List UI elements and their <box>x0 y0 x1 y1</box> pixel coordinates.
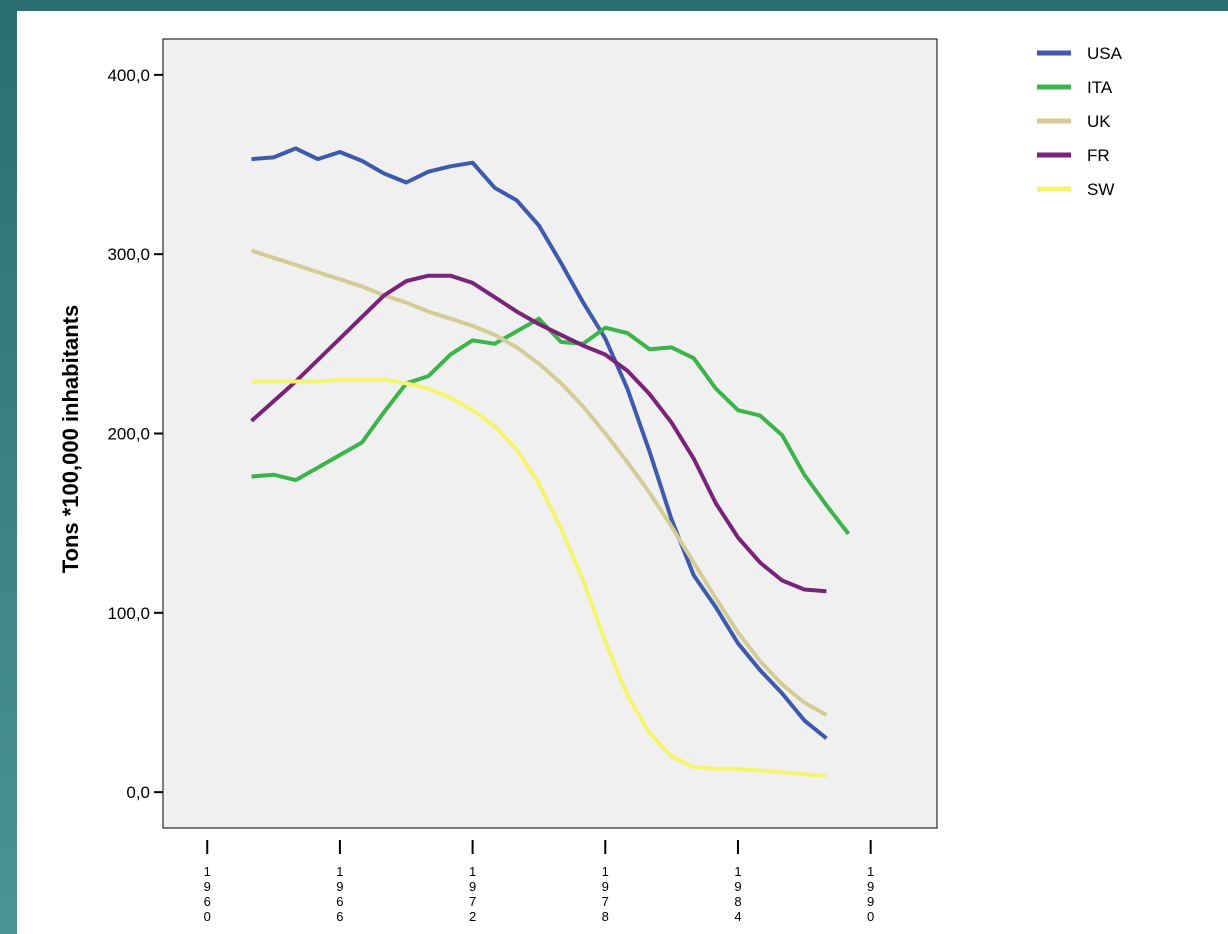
series-line-fr <box>250 273 827 594</box>
y-axis-label: Tons *100,000 inhabitants <box>58 305 83 574</box>
legend-label: ITA <box>1087 78 1113 97</box>
y-tick-label: 400,0 <box>107 66 150 85</box>
y-tick-label: 0,0 <box>126 783 150 802</box>
legend-item-ita: ITA <box>1037 78 1113 97</box>
x-axis: 1 9 6 0 1 9 6 6 1 9 7 2 1 9 7 8 1 9 8 4 1 9 9 0 <box>204 840 874 924</box>
y-tick-label: 200,0 <box>107 425 150 444</box>
legend-label: SW <box>1087 180 1114 199</box>
series-line-sw <box>251 377 827 778</box>
y-tick-label: 100,0 <box>107 604 150 623</box>
series-lines <box>250 146 851 778</box>
series-line-usa <box>251 146 828 740</box>
legend-item-usa: USA <box>1037 44 1123 63</box>
y-tick-label: 300,0 <box>107 245 150 264</box>
legend-label: USA <box>1087 44 1123 63</box>
legend-item-fr: FR <box>1037 146 1110 165</box>
plot-area <box>162 38 938 829</box>
line-chart: 0,0 100,0 200,0 300,0 400,0 1 9 6 0 1 9 6 6 1 9 7 2 1 9 7 8… <box>58 38 1123 924</box>
legend-item-sw: SW <box>1037 180 1114 199</box>
series-line-uk <box>250 248 828 717</box>
legend: USA ITA UK FR SW <box>1037 44 1123 199</box>
legend-label: UK <box>1087 112 1111 131</box>
legend-label: FR <box>1087 146 1110 165</box>
y-axis: 0,0 100,0 200,0 300,0 400,0 <box>107 66 163 802</box>
legend-item-uk: UK <box>1037 112 1111 131</box>
